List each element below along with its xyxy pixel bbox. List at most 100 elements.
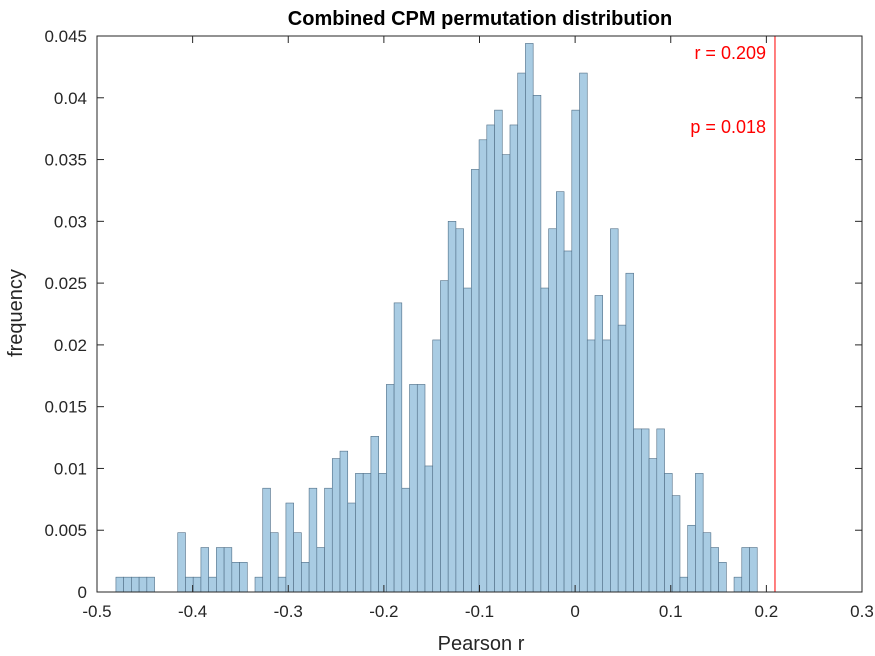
- histogram-bar: [710, 547, 719, 593]
- histogram-bar: [695, 473, 704, 593]
- histogram-bar: [501, 154, 511, 593]
- histogram-bar: [702, 532, 712, 593]
- histogram-bar: [316, 547, 325, 593]
- histogram-bar: [339, 450, 349, 593]
- histogram-bar: [610, 228, 619, 593]
- x-tick-label: -0.2: [369, 602, 398, 621]
- histogram-bar: [308, 487, 318, 593]
- histogram-bar: [386, 384, 395, 593]
- histogram-bar: [208, 576, 217, 593]
- histogram-bar: [733, 576, 743, 593]
- x-tick-label: -0.4: [178, 602, 207, 621]
- histogram-bar: [223, 547, 233, 593]
- histogram-bar: [277, 576, 287, 593]
- histogram-bar: [478, 139, 488, 593]
- histogram-bar: [254, 576, 264, 593]
- y-tick-label: 0.005: [44, 521, 87, 540]
- x-axis-label: Pearson r: [438, 633, 525, 655]
- histogram-bar: [447, 221, 457, 593]
- histogram-bar: [146, 576, 155, 593]
- histogram-bar: [324, 487, 333, 593]
- y-axis-label: frequency: [5, 269, 27, 357]
- histogram-bar: [393, 302, 403, 593]
- histogram-bar: [138, 576, 148, 593]
- histogram-bar: [687, 524, 696, 593]
- histogram-bar: [216, 547, 225, 593]
- x-axis-ticks: -0.5 -0.4 -0.3 -0.2 -0.1 0 0.1 0.2 0.3: [82, 36, 874, 621]
- histogram-bar: [370, 436, 379, 593]
- histogram-bar: [378, 473, 387, 593]
- histogram-bar: [563, 250, 573, 593]
- histogram-bar: [409, 384, 418, 593]
- y-tick-label: 0: [78, 583, 87, 602]
- histogram-bar: [185, 576, 194, 593]
- histogram-bar: [579, 72, 588, 593]
- histogram-bar: [509, 124, 519, 593]
- histogram-bar: [664, 473, 673, 593]
- histogram-bar: [656, 428, 665, 593]
- histogram-bar: [115, 576, 124, 593]
- histogram-bar: [301, 562, 310, 593]
- annotation-p-value: p = 0.018: [690, 117, 766, 137]
- histogram-bar: [540, 287, 549, 593]
- histogram-bar: [594, 295, 604, 593]
- histogram-bar: [362, 473, 372, 593]
- x-tick-label: 0.3: [850, 602, 874, 621]
- histogram-bar: [602, 339, 611, 593]
- y-tick-label: 0.035: [44, 151, 87, 170]
- histogram-bar: [432, 339, 441, 593]
- histogram-bar: [741, 547, 750, 593]
- histogram-bar: [331, 458, 341, 593]
- y-tick-label: 0.04: [54, 89, 87, 108]
- histogram-bar: [625, 272, 634, 593]
- x-tick-label: 0.1: [659, 602, 683, 621]
- x-tick-label: -0.1: [465, 602, 494, 621]
- histogram-bar: [347, 502, 356, 593]
- y-tick-label: 0.045: [44, 27, 87, 46]
- histogram-bar: [571, 109, 580, 593]
- histogram-bar: [192, 576, 202, 593]
- y-tick-label: 0.03: [54, 212, 87, 231]
- histogram-bar: [231, 562, 240, 593]
- histogram-bar: [200, 547, 209, 593]
- y-tick-label: 0.02: [54, 336, 87, 355]
- y-tick-label: 0.015: [44, 398, 87, 417]
- histogram-bar: [718, 562, 727, 593]
- histogram-bar: [401, 487, 410, 593]
- histogram-bar: [262, 487, 271, 593]
- chart-title: Combined CPM permutation distribution: [288, 8, 672, 30]
- histogram-bar: [617, 324, 627, 593]
- histogram-bar: [556, 191, 565, 593]
- histogram-bar: [532, 95, 542, 593]
- histogram-bar: [239, 562, 248, 593]
- x-tick-label: -0.5: [82, 602, 111, 621]
- histogram-bar: [648, 458, 658, 593]
- histogram-bars: [115, 43, 758, 593]
- x-tick-label: -0.3: [274, 602, 303, 621]
- histogram-bar: [471, 169, 480, 593]
- histogram-bar: [270, 532, 279, 593]
- x-tick-label: 0.2: [755, 602, 779, 621]
- y-tick-label: 0.025: [44, 274, 87, 293]
- histogram-bar: [525, 43, 534, 593]
- histogram-bar: [633, 428, 642, 593]
- histogram-bar: [548, 228, 557, 593]
- histogram-bar: [355, 473, 364, 593]
- histogram-bar: [586, 339, 596, 593]
- y-axis-ticks: 0 0.005 0.01 0.015 0.02 0.025 0.03 0.035 0.04 0.0…: [44, 27, 862, 602]
- y-tick-label: 0.01: [54, 459, 87, 478]
- histogram-bar: [424, 465, 434, 593]
- histogram-bar: [440, 280, 449, 593]
- histogram-bar: [416, 384, 426, 593]
- histogram-bar: [494, 109, 503, 593]
- histogram-bar: [463, 287, 472, 593]
- histogram-bar: [177, 532, 186, 593]
- histogram-bar: [131, 576, 140, 593]
- histogram-bar: [285, 502, 294, 593]
- histogram-bar: [123, 576, 132, 593]
- histogram-bar: [641, 428, 650, 593]
- histogram-bar: [517, 72, 526, 593]
- x-tick-label: 0: [570, 602, 579, 621]
- histogram-bar: [679, 576, 688, 593]
